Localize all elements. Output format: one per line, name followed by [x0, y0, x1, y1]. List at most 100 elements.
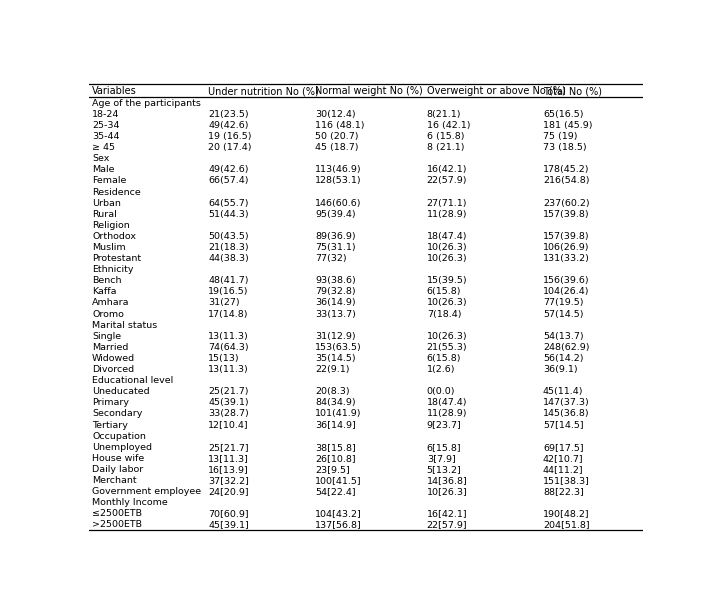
Text: Orthodox: Orthodox: [92, 232, 136, 241]
Text: 50(43.5): 50(43.5): [208, 232, 249, 241]
Text: 35(14.5): 35(14.5): [315, 354, 356, 363]
Text: 6 (15.8): 6 (15.8): [427, 132, 464, 141]
Text: 8(21.1): 8(21.1): [427, 110, 461, 119]
Text: 54[22.4]: 54[22.4]: [315, 487, 356, 496]
Text: 18-24: 18-24: [92, 110, 119, 119]
Text: 70[60.9]: 70[60.9]: [208, 509, 249, 518]
Text: 128(53.1): 128(53.1): [315, 176, 362, 185]
Text: 11(28.9): 11(28.9): [427, 410, 467, 418]
Text: 65(16.5): 65(16.5): [543, 110, 583, 119]
Text: 20 (17.4): 20 (17.4): [208, 143, 252, 152]
Text: 20(8.3): 20(8.3): [315, 387, 350, 396]
Text: 26[10.8]: 26[10.8]: [315, 454, 356, 463]
Text: 73 (18.5): 73 (18.5): [543, 143, 587, 152]
Text: 25-34: 25-34: [92, 121, 119, 130]
Text: 13(11.3): 13(11.3): [208, 331, 249, 341]
Text: ≥ 45: ≥ 45: [92, 143, 115, 152]
Text: Unemployed: Unemployed: [92, 443, 152, 451]
Text: 156(39.6): 156(39.6): [543, 276, 590, 285]
Text: 106(26.9): 106(26.9): [543, 243, 590, 252]
Text: 24[20.9]: 24[20.9]: [208, 487, 249, 496]
Text: Ethnicity: Ethnicity: [92, 265, 134, 274]
Text: 33(28.7): 33(28.7): [208, 410, 249, 418]
Text: 25(21.7): 25(21.7): [208, 387, 248, 396]
Text: 10(26.3): 10(26.3): [427, 299, 468, 307]
Text: Tertiary: Tertiary: [92, 421, 128, 430]
Text: 66(57.4): 66(57.4): [208, 176, 248, 185]
Text: 56(14.2): 56(14.2): [543, 354, 583, 363]
Text: 0(0.0): 0(0.0): [427, 387, 456, 396]
Text: Merchant: Merchant: [92, 476, 136, 485]
Text: Age of the participants: Age of the participants: [92, 99, 201, 108]
Text: 22[57.9]: 22[57.9]: [427, 521, 468, 530]
Text: 16[13.9]: 16[13.9]: [208, 465, 249, 474]
Text: House wife: House wife: [92, 454, 144, 463]
Text: 79(32.8): 79(32.8): [315, 287, 356, 296]
Text: Overweight or above No (%): Overweight or above No (%): [427, 86, 565, 96]
Text: 19(16.5): 19(16.5): [208, 287, 248, 296]
Text: 21(23.5): 21(23.5): [208, 110, 249, 119]
Text: 37[32.2]: 37[32.2]: [208, 476, 249, 485]
Text: 5[13.2]: 5[13.2]: [427, 465, 461, 474]
Text: 157(39.8): 157(39.8): [543, 232, 590, 241]
Text: 45(39.1): 45(39.1): [208, 398, 249, 407]
Text: 48(41.7): 48(41.7): [208, 276, 248, 285]
Text: 14[36.8]: 14[36.8]: [427, 476, 468, 485]
Text: 10(26.3): 10(26.3): [427, 331, 468, 341]
Text: 1(2.6): 1(2.6): [427, 365, 456, 374]
Text: 101(41.9): 101(41.9): [315, 410, 361, 418]
Text: Kaffa: Kaffa: [92, 287, 116, 296]
Text: 116 (48.1): 116 (48.1): [315, 121, 365, 130]
Text: 6(15.8): 6(15.8): [427, 287, 461, 296]
Text: 190[48.2]: 190[48.2]: [543, 509, 590, 518]
Text: 51(44.3): 51(44.3): [208, 210, 249, 219]
Text: 33(13.7): 33(13.7): [315, 310, 356, 319]
Text: Protestant: Protestant: [92, 254, 141, 263]
Text: 10(26.3): 10(26.3): [427, 243, 468, 252]
Text: 19 (16.5): 19 (16.5): [208, 132, 252, 141]
Text: 10(26.3): 10(26.3): [427, 254, 468, 263]
Text: 49(42.6): 49(42.6): [208, 165, 248, 175]
Text: Total No (%): Total No (%): [543, 86, 602, 96]
Text: Oromo: Oromo: [92, 310, 124, 319]
Text: 54(13.7): 54(13.7): [543, 331, 583, 341]
Text: Government employee: Government employee: [92, 487, 201, 496]
Text: 10[26.3]: 10[26.3]: [427, 487, 468, 496]
Text: Divorced: Divorced: [92, 365, 134, 374]
Text: 23[9.5]: 23[9.5]: [315, 465, 350, 474]
Text: Educational level: Educational level: [92, 376, 174, 385]
Text: 151[38.3]: 151[38.3]: [543, 476, 590, 485]
Text: 25[21.7]: 25[21.7]: [208, 443, 249, 451]
Text: 21(55.3): 21(55.3): [427, 343, 468, 352]
Text: 21(18.3): 21(18.3): [208, 243, 249, 252]
Text: 38[15.8]: 38[15.8]: [315, 443, 356, 451]
Text: 45(11.4): 45(11.4): [543, 387, 583, 396]
Text: 89(36.9): 89(36.9): [315, 232, 356, 241]
Text: Sex: Sex: [92, 154, 109, 163]
Text: 88[22.3]: 88[22.3]: [543, 487, 584, 496]
Text: 7(18.4): 7(18.4): [427, 310, 461, 319]
Text: Widowed: Widowed: [92, 354, 135, 363]
Text: Secondary: Secondary: [92, 410, 142, 418]
Text: 75(31.1): 75(31.1): [315, 243, 356, 252]
Text: 36(14.9): 36(14.9): [315, 299, 356, 307]
Text: 12[10.4]: 12[10.4]: [208, 421, 249, 430]
Text: >2500ETB: >2500ETB: [92, 521, 142, 530]
Text: 147(37.3): 147(37.3): [543, 398, 590, 407]
Text: 35-44: 35-44: [92, 132, 119, 141]
Text: Single: Single: [92, 331, 121, 341]
Text: Monthly Income: Monthly Income: [92, 498, 168, 507]
Text: 93(38.6): 93(38.6): [315, 276, 356, 285]
Text: 45[39.1]: 45[39.1]: [208, 521, 249, 530]
Text: 22(57.9): 22(57.9): [427, 176, 467, 185]
Text: Marital status: Marital status: [92, 321, 157, 330]
Text: 6(15.8): 6(15.8): [427, 354, 461, 363]
Text: 137[56.8]: 137[56.8]: [315, 521, 362, 530]
Text: 104[43.2]: 104[43.2]: [315, 509, 362, 518]
Text: 77(32): 77(32): [315, 254, 346, 263]
Text: 44(38.3): 44(38.3): [208, 254, 249, 263]
Text: 100[41.5]: 100[41.5]: [315, 476, 362, 485]
Text: Under nutrition No (%): Under nutrition No (%): [208, 86, 319, 96]
Text: Primary: Primary: [92, 398, 129, 407]
Text: 77(19.5): 77(19.5): [543, 299, 583, 307]
